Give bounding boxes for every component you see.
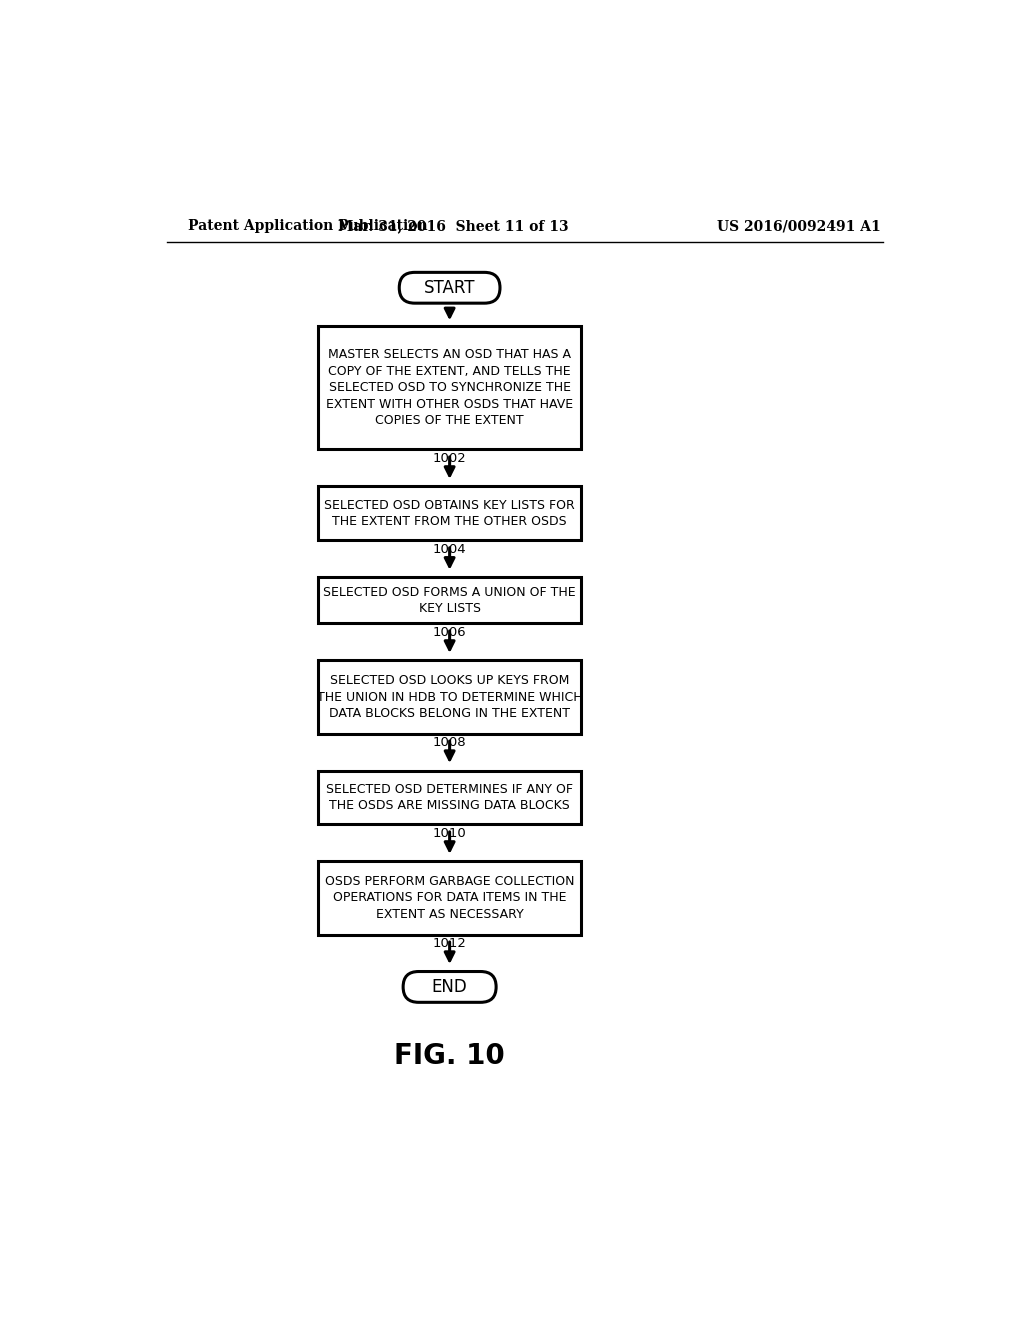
Text: Mar. 31, 2016  Sheet 11 of 13: Mar. 31, 2016 Sheet 11 of 13 xyxy=(338,219,568,234)
Text: FIG. 10: FIG. 10 xyxy=(394,1043,505,1071)
FancyBboxPatch shape xyxy=(317,862,582,935)
Text: 1004: 1004 xyxy=(433,543,467,556)
Text: Patent Application Publication: Patent Application Publication xyxy=(188,219,428,234)
Text: SELECTED OSD OBTAINS KEY LISTS FOR
THE EXTENT FROM THE OTHER OSDS: SELECTED OSD OBTAINS KEY LISTS FOR THE E… xyxy=(325,499,575,528)
Text: 1006: 1006 xyxy=(433,626,467,639)
FancyBboxPatch shape xyxy=(317,577,582,623)
FancyBboxPatch shape xyxy=(317,487,582,540)
Text: 1002: 1002 xyxy=(433,453,467,465)
Text: SELECTED OSD DETERMINES IF ANY OF
THE OSDS ARE MISSING DATA BLOCKS: SELECTED OSD DETERMINES IF ANY OF THE OS… xyxy=(326,783,573,812)
Text: SELECTED OSD FORMS A UNION OF THE
KEY LISTS: SELECTED OSD FORMS A UNION OF THE KEY LI… xyxy=(324,586,575,615)
Text: 1008: 1008 xyxy=(433,737,467,750)
Text: MASTER SELECTS AN OSD THAT HAS A
COPY OF THE EXTENT, AND TELLS THE
SELECTED OSD : MASTER SELECTS AN OSD THAT HAS A COPY OF… xyxy=(326,348,573,428)
Text: US 2016/0092491 A1: US 2016/0092491 A1 xyxy=(717,219,881,234)
Text: SELECTED OSD LOOKS UP KEYS FROM
THE UNION IN HDB TO DETERMINE WHICH
DATA BLOCKS : SELECTED OSD LOOKS UP KEYS FROM THE UNIO… xyxy=(316,675,583,719)
FancyBboxPatch shape xyxy=(317,771,582,825)
FancyBboxPatch shape xyxy=(399,272,500,304)
Text: OSDS PERFORM GARBAGE COLLECTION
OPERATIONS FOR DATA ITEMS IN THE
EXTENT AS NECES: OSDS PERFORM GARBAGE COLLECTION OPERATIO… xyxy=(325,875,574,921)
Text: END: END xyxy=(432,978,468,995)
Text: START: START xyxy=(424,279,475,297)
FancyBboxPatch shape xyxy=(403,972,496,1002)
Text: 1012: 1012 xyxy=(433,937,467,950)
Text: 1010: 1010 xyxy=(433,828,467,841)
FancyBboxPatch shape xyxy=(317,660,582,734)
FancyBboxPatch shape xyxy=(317,326,582,449)
